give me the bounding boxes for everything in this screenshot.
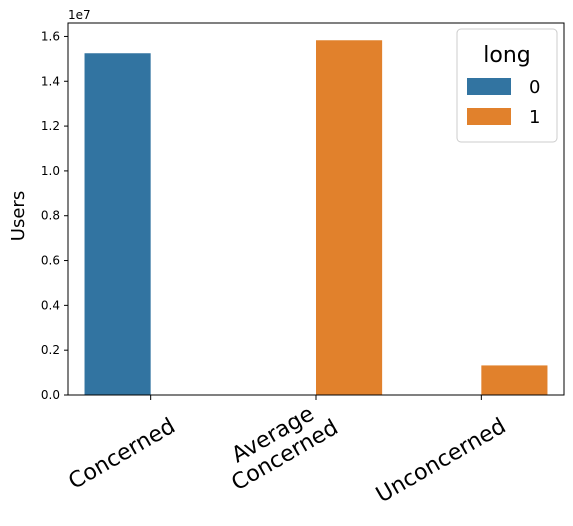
- y-axis-label: Users: [8, 191, 29, 241]
- legend: long 01: [456, 28, 558, 143]
- legend-title: long: [483, 43, 530, 68]
- bar-series-0-cat-0: [84, 53, 151, 395]
- y-tick-label: 0.4: [41, 298, 60, 312]
- y-tick-label: 0.0: [41, 388, 60, 402]
- legend-swatch-0: [467, 78, 511, 95]
- y-tick-label: 0.6: [41, 254, 60, 268]
- y-tick-label: 1.4: [41, 74, 60, 88]
- legend-label-0: 0: [529, 77, 540, 98]
- bars-layer: [84, 40, 548, 395]
- y-tick-label: 0.8: [41, 209, 60, 223]
- legend-entries: 01: [467, 77, 540, 128]
- y-tick-label: 1.6: [41, 29, 60, 43]
- legend-label-1: 1: [529, 107, 540, 128]
- axes-layer: 0.0 0.2 0.4 0.6 0.8 1.0 1.2 1.4 1.6: [41, 22, 565, 402]
- x-tick-labels: Concerned AverageConcerned Unconcerned: [65, 394, 511, 508]
- legend-swatch-1: [467, 108, 511, 125]
- y-tick-label: 1.2: [41, 119, 60, 133]
- y-tick-label: 0.2: [41, 343, 60, 357]
- y-tick-label: 1.0: [41, 164, 60, 178]
- bar-series-1-cat-2: [481, 365, 548, 395]
- x-tick-label: Concerned: [65, 414, 180, 495]
- x-tick-label: Unconcerned: [372, 414, 510, 508]
- y-offset-label: 1e7: [68, 8, 91, 22]
- bar-series-1-cat-1: [316, 40, 383, 395]
- x-tick-label: AverageConcerned: [215, 394, 342, 496]
